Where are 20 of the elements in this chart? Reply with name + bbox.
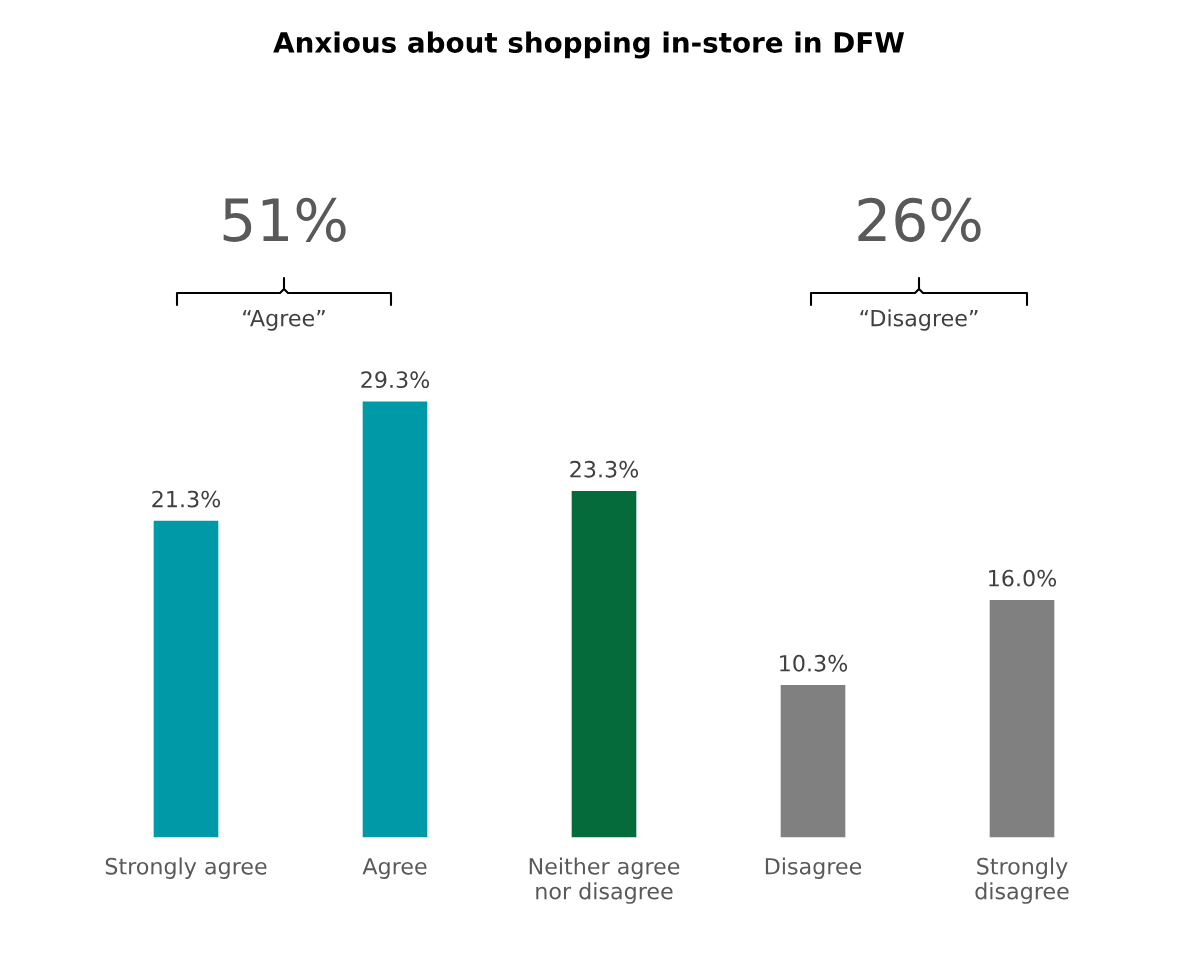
data-label: 10.3% xyxy=(780,654,848,672)
bar xyxy=(570,489,638,838)
bar xyxy=(361,400,429,838)
text: 26% xyxy=(858,197,981,242)
text: “Disagree” xyxy=(860,309,978,331)
x-tick-label: Strongly disagree xyxy=(975,857,1069,904)
data-label: 23.3% xyxy=(570,460,639,478)
x-tick-label: Agree xyxy=(362,858,427,879)
data-label: 21.3% xyxy=(152,490,221,508)
bar xyxy=(988,598,1056,838)
data-label: 16.0% xyxy=(989,569,1057,587)
chart-title: Anxious about shopping in-store in DFW xyxy=(273,31,905,59)
x-tick-label: Neither agree nor disagree xyxy=(529,857,680,904)
bar xyxy=(779,683,847,838)
data-label: 29.3% xyxy=(361,371,430,389)
text: “Agree” xyxy=(243,309,325,331)
x-tick-label: Disagree xyxy=(765,857,862,879)
bar xyxy=(152,519,220,838)
x-tick-label: Strongly agree xyxy=(105,857,267,879)
text: 51% xyxy=(223,197,346,242)
